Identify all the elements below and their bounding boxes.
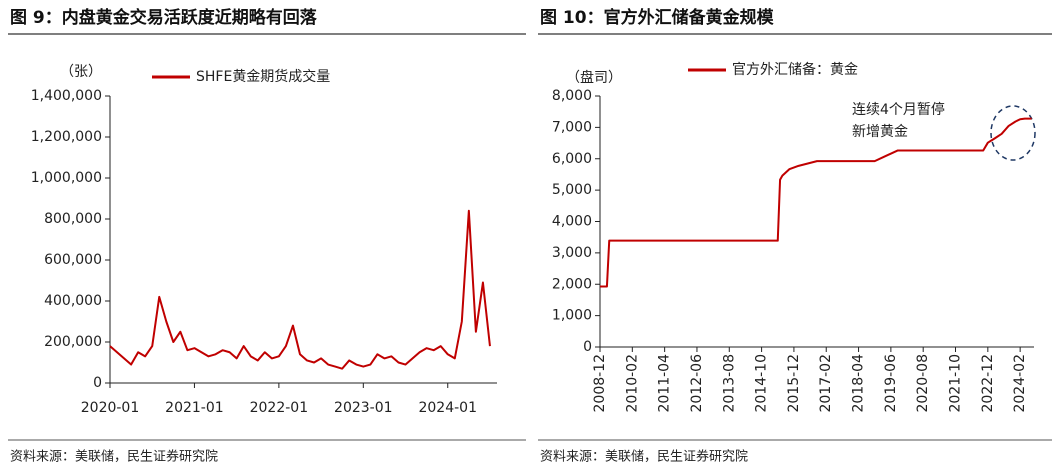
x-tick-label: 2022-01	[250, 400, 309, 416]
x-tick-label: 2013-08	[721, 354, 737, 413]
highlight-ellipse	[990, 105, 1036, 161]
x-tick-label: 2014-10	[754, 354, 770, 413]
x-tick-label: 2020-01	[81, 400, 140, 416]
x-tick-label: 2010-02	[624, 354, 640, 413]
y-unit: （盘司）	[566, 69, 622, 86]
x-tick-label: 2012-06	[689, 354, 705, 413]
x-tick-label: 2017-02	[818, 354, 834, 413]
source: 资料来源：美联储，民生证券研究院	[10, 449, 218, 465]
y-tick-label: 1,000,000	[31, 170, 102, 186]
x-tick-label: 2011-04	[657, 354, 673, 413]
y-tick-label: 7,000	[552, 119, 592, 135]
y-unit: （张）	[60, 64, 102, 80]
x-tick-label: 2008-12	[592, 354, 608, 413]
chart-title: 图 9：内盘黄金交易活跃度近期略有回落	[10, 7, 318, 28]
x-tick-label: 2015-12	[786, 354, 802, 413]
data-line	[600, 117, 1032, 288]
legend-label: 官方外汇储备：黄金	[732, 61, 858, 78]
x-tick-label: 2024-01	[418, 400, 477, 416]
x-tick-label: 2020-08	[915, 354, 931, 413]
y-tick-label: 5,000	[552, 182, 592, 198]
y-tick-label: 1,200,000	[31, 129, 102, 145]
legend-label: SHFE黄金期货成交量	[196, 68, 330, 85]
y-tick-label: 0	[93, 375, 102, 391]
y-tick-label: 2,000	[552, 276, 592, 292]
y-tick-label: 200,000	[44, 334, 102, 350]
y-tick-label: 6,000	[552, 151, 592, 167]
x-tick-label: 2018-04	[851, 354, 867, 413]
x-tick-label: 2024-02	[1012, 354, 1028, 413]
data-line	[109, 209, 491, 370]
y-tick-label: 8,000	[552, 88, 592, 104]
source: 资料来源：美联储，民生证券研究院	[540, 449, 748, 465]
chart-title: 图 10：官方外汇储备黄金规模	[540, 7, 775, 28]
x-tick-label: 2021-10	[948, 354, 964, 413]
y-tick-label: 1,400,000	[31, 88, 102, 104]
x-tick-label: 2023-01	[334, 400, 393, 416]
annotation: 连续4个月暂停	[852, 101, 945, 118]
x-tick-label: 2019-06	[883, 354, 899, 413]
annotation: 新增黄金	[852, 123, 908, 140]
y-tick-label: 600,000	[44, 252, 102, 268]
y-tick-label: 1,000	[552, 308, 592, 324]
y-tick-label: 800,000	[44, 211, 102, 227]
y-tick-label: 400,000	[44, 293, 102, 309]
y-tick-label: 4,000	[552, 214, 592, 230]
x-tick-label: 2022-12	[980, 354, 996, 413]
x-tick-label: 2021-01	[165, 400, 224, 416]
y-tick-label: 0	[583, 339, 592, 355]
y-tick-label: 3,000	[552, 245, 592, 261]
